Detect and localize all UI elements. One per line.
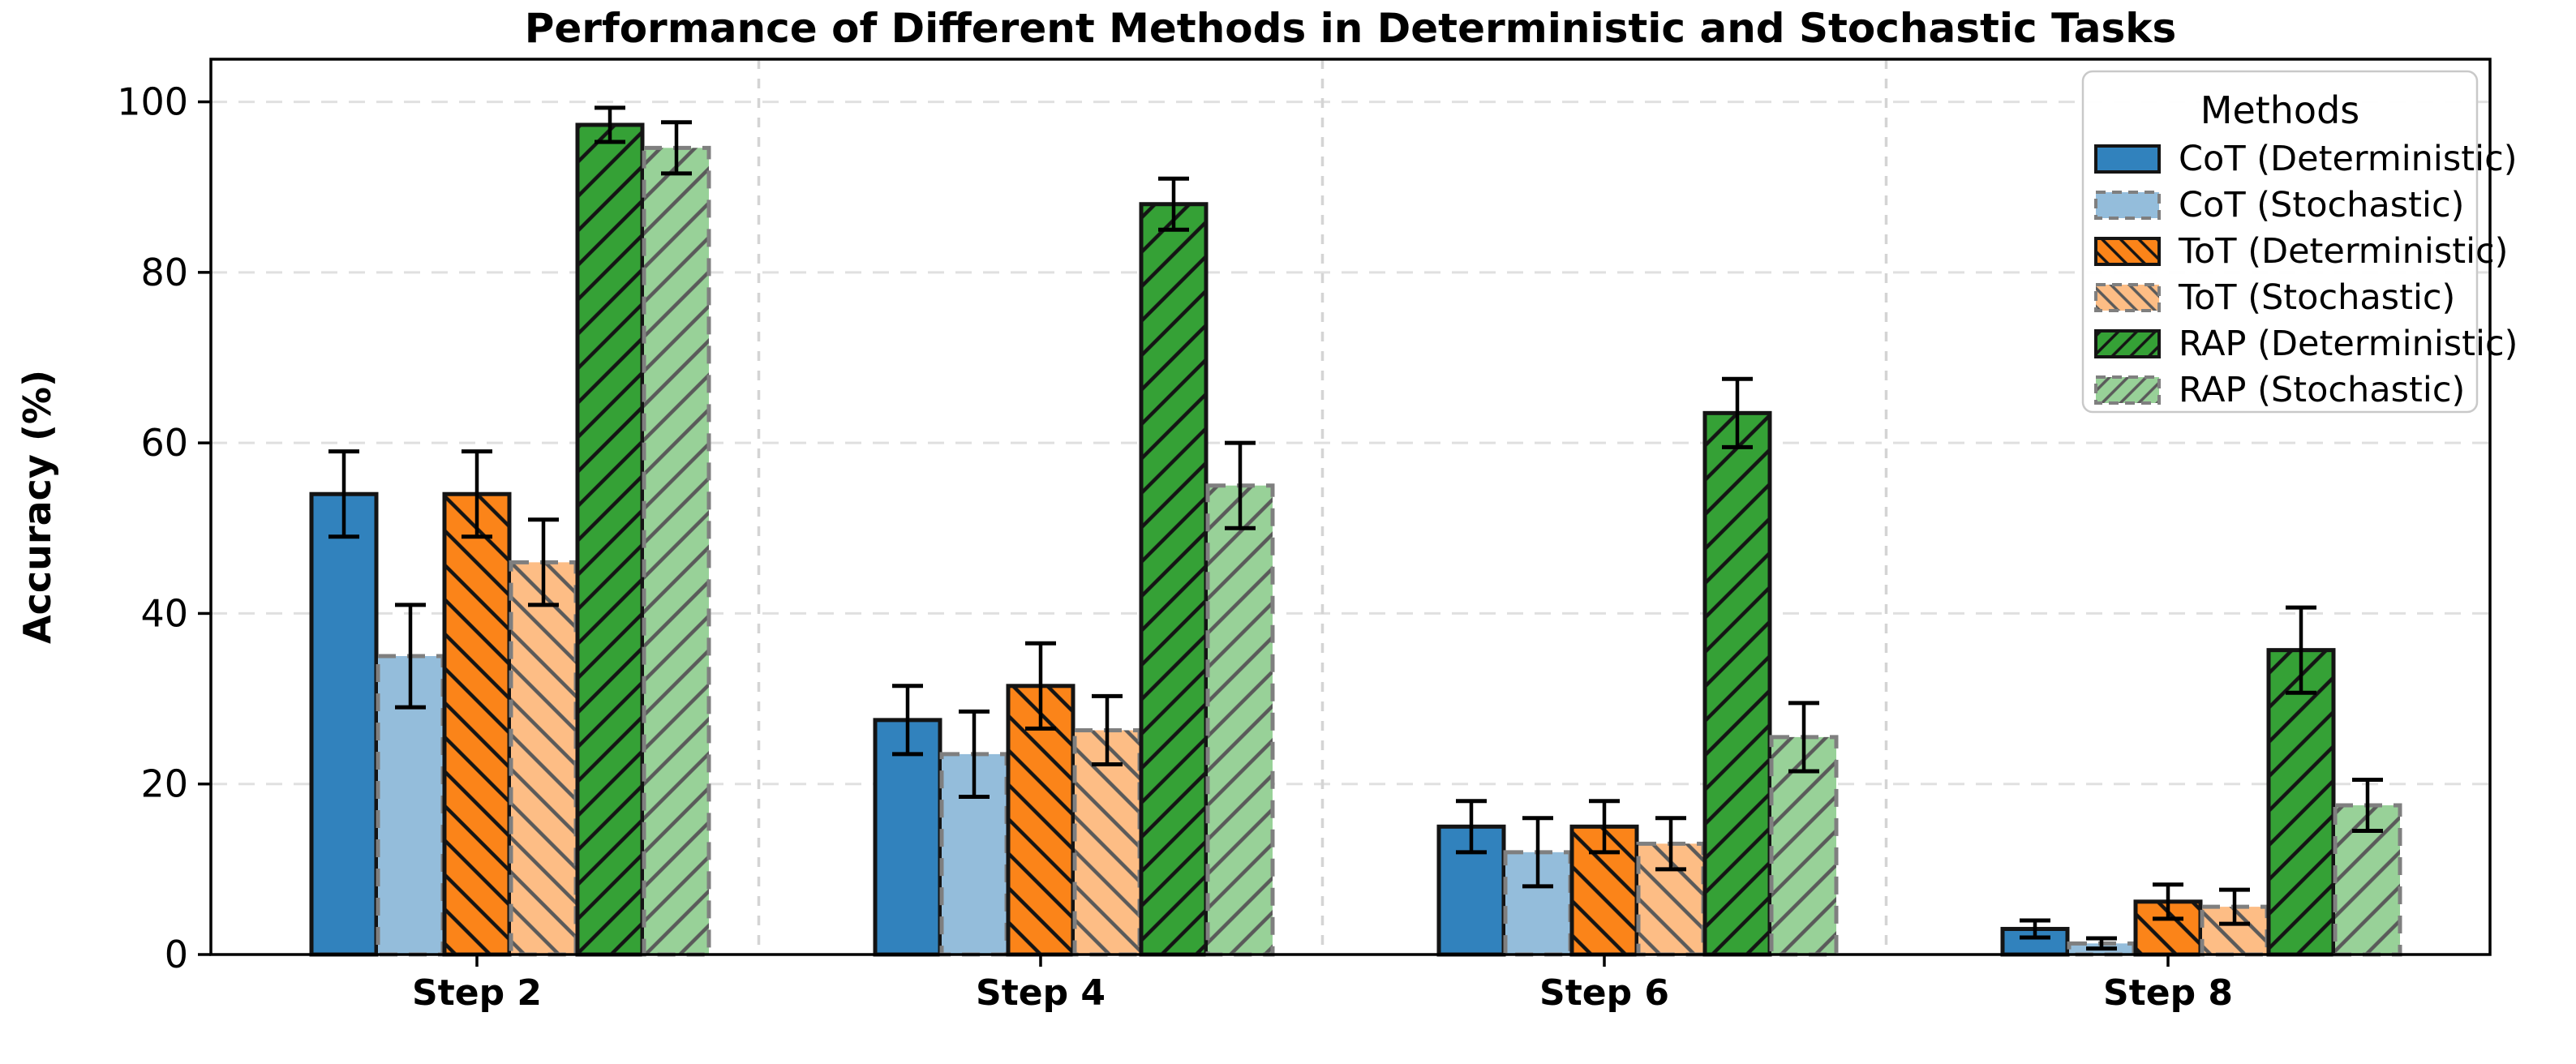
bar-rap-stochastic-step-2 (642, 145, 711, 957)
y-tick-label: 20 (140, 762, 188, 806)
x-tick-label: Step 4 (976, 972, 1106, 1014)
x-tick-label: Step 2 (412, 972, 542, 1014)
error-bar (1589, 799, 1620, 855)
legend-item: CoT (Deterministic) (2094, 139, 2518, 179)
legend-item: RAP (Stochastic) (2094, 370, 2465, 410)
error-bar (328, 449, 359, 539)
legend-item: ToT (Stochastic) (2094, 277, 2455, 318)
error-bar (1025, 641, 1056, 731)
legend-label: RAP (Stochastic) (2179, 370, 2465, 410)
y-tick-label: 60 (140, 421, 188, 465)
x-tick-label: Step 8 (2103, 972, 2233, 1014)
y-axis-label: Accuracy (%) (15, 370, 59, 644)
error-bar (595, 105, 625, 144)
error-bar (1158, 176, 1189, 232)
gridlines (211, 59, 2490, 955)
error-bar (892, 684, 923, 757)
y-tick-label: 100 (117, 80, 188, 124)
chart-title: Performance of Different Methods in Dete… (525, 5, 2177, 52)
bar-rap-deterministic-step-2 (575, 122, 645, 957)
error-bar (1456, 799, 1487, 855)
bar-tot-deterministic-step-8 (2133, 899, 2203, 957)
legend-label: ToT (Stochastic) (2178, 277, 2455, 318)
x-tick-label: Step 6 (1539, 972, 1669, 1014)
legend-label: ToT (Deterministic) (2178, 231, 2508, 272)
error-bar (661, 120, 692, 176)
error-bar (2020, 918, 2050, 940)
bar-rap-deterministic-step-4 (1139, 202, 1209, 957)
legend-item: RAP (Deterministic) (2094, 324, 2518, 364)
plot-border (209, 58, 2492, 956)
bar-tot-stochastic-step-4 (1072, 727, 1142, 957)
bar-rap-deterministic-step-6 (1702, 410, 1772, 957)
legend: Methods CoT (Deterministic) CoT (Stochast… (2081, 70, 2518, 414)
error-bar (959, 709, 990, 799)
error-bar (1092, 693, 1123, 767)
legend-label: RAP (Deterministic) (2179, 324, 2518, 364)
bar-tot-deterministic-step-2 (442, 491, 512, 957)
axes-layer: 0 20 40 60 80 100 Step 2 Step 4 Step 6 Step 8 (117, 58, 2492, 1014)
error-bar (2352, 777, 2383, 834)
error-bar (2219, 887, 2250, 926)
error-bar (2153, 882, 2183, 921)
error-bar (1788, 701, 1819, 774)
error-bar (462, 449, 492, 539)
error-bar (2286, 605, 2316, 695)
error-bar (1522, 816, 1553, 889)
error-bar (1225, 440, 1256, 530)
bar-tot-stochastic-step-6 (1636, 841, 1706, 957)
bar-cot-deterministic-step-2 (309, 491, 379, 957)
legend-item: CoT (Stochastic) (2094, 185, 2464, 225)
bar-tot-stochastic-step-8 (2200, 904, 2269, 957)
legend-item: ToT (Deterministic) (2094, 231, 2508, 272)
error-bar (395, 603, 426, 710)
y-tick-label: 80 (140, 251, 188, 294)
error-bar (1722, 376, 1753, 449)
legend-label: CoT (Stochastic) (2179, 185, 2464, 225)
error-bar (1655, 816, 1686, 872)
y-tick-label: 0 (165, 933, 188, 976)
bar-tot-deterministic-step-4 (1006, 684, 1075, 957)
legend-swatch (2096, 192, 2159, 218)
bar-cot-deterministic-step-4 (873, 718, 942, 957)
y-tick-label: 40 (140, 591, 188, 635)
error-bar (528, 517, 559, 607)
legend-swatch (2096, 146, 2159, 172)
legend-box (2081, 70, 2479, 414)
legend-label: CoT (Deterministic) (2179, 139, 2518, 179)
legend-title: Methods (2200, 88, 2360, 132)
bar-tot-stochastic-step-2 (509, 560, 578, 957)
bar-rap-deterministic-step-8 (2266, 648, 2336, 957)
bar-rap-stochastic-step-6 (1769, 735, 1839, 957)
error-bar (2086, 936, 2117, 951)
bar-rap-stochastic-step-4 (1205, 483, 1275, 957)
